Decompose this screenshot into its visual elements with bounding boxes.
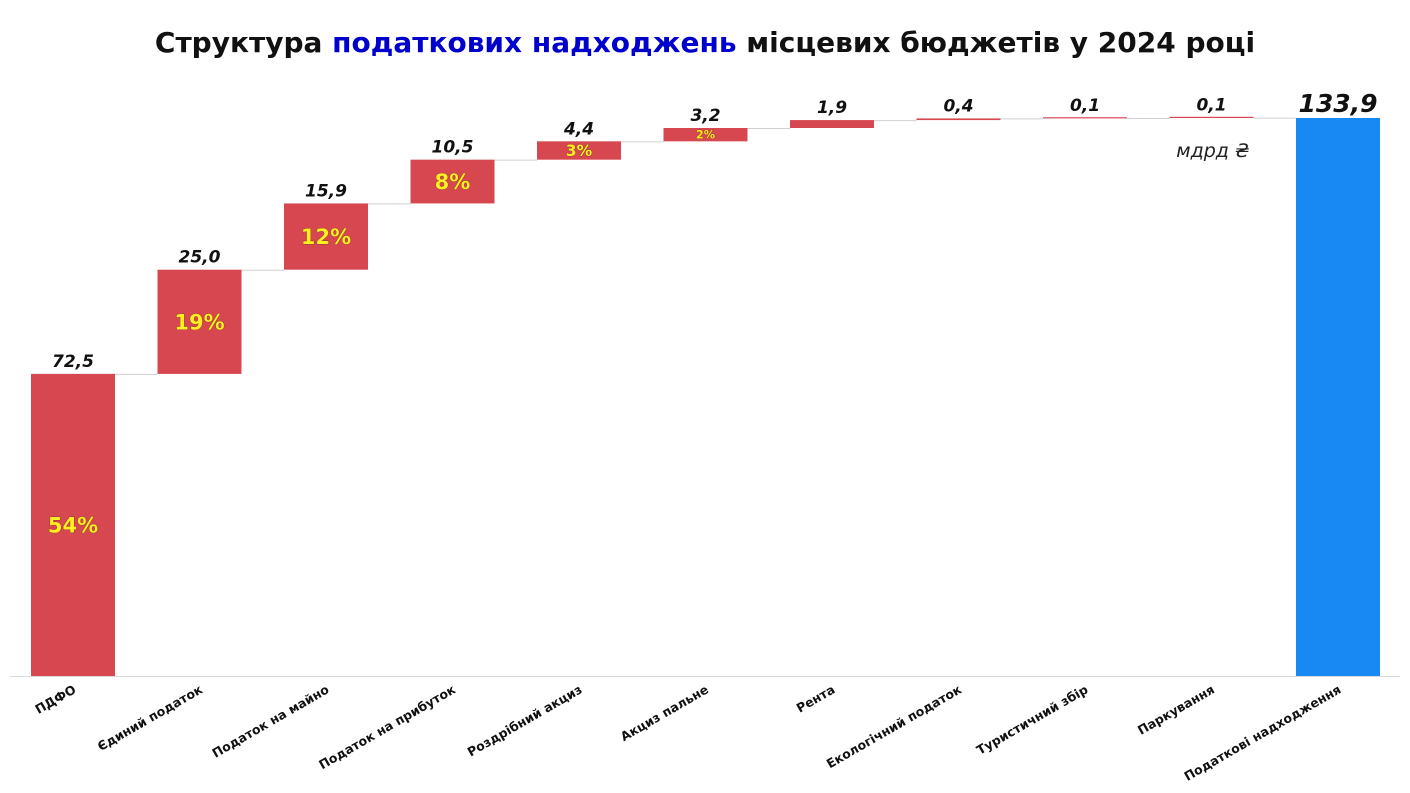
percent-label: 12% [301, 225, 351, 249]
percent-label: 8% [435, 170, 471, 194]
value-label: 0,1 [1196, 96, 1226, 116]
tick-label: ПДФО [32, 682, 78, 717]
value-label: 25,0 [179, 248, 221, 268]
value-label: 3,2 [690, 106, 720, 126]
value-label: 10,5 [432, 138, 474, 158]
tick-label: Туристичний збір [974, 682, 1091, 758]
tick-label: Податок на майно [209, 681, 331, 760]
unit-label: мдрд ₴ [1176, 140, 1249, 162]
tick-label: Екологічний податок [824, 681, 965, 771]
waterfall-bar [157, 269, 242, 374]
value-label: 133,9 [1298, 89, 1377, 118]
waterfall-bar [1043, 117, 1127, 119]
waterfall-bar [1169, 116, 1254, 118]
tick-label: Рента [794, 682, 838, 716]
waterfall-bar [916, 118, 1001, 121]
value-label: 72,5 [52, 352, 94, 372]
tick-label: Роздрібний акциз [465, 682, 585, 760]
tick-label: Паркування [1135, 682, 1217, 738]
value-label: 15,9 [305, 181, 347, 201]
title-part-1: Структура [154, 26, 333, 59]
waterfall-bar [537, 141, 621, 160]
total-bar [1296, 118, 1380, 676]
value-label: 0,4 [943, 96, 973, 116]
tick-label: Акциз пальне [618, 682, 711, 745]
percent-label: 54% [48, 513, 98, 537]
waterfall-bar [663, 128, 748, 142]
waterfall-bar [790, 120, 874, 129]
title-highlight: податкових надходжень [332, 26, 737, 59]
value-label: 0,1 [1070, 96, 1100, 116]
tick-label: Податок на прибуток [316, 681, 458, 772]
chart-title: Структура податкових надходжень місцевих… [0, 26, 1410, 59]
value-label: 4,4 [563, 119, 594, 139]
waterfall-bar [31, 373, 115, 676]
title-part-2: місцевих бюджетів у 2024 році [736, 26, 1256, 59]
waterfall-bar [284, 203, 368, 270]
percent-label: 3% [566, 142, 593, 160]
waterfall-bar [410, 159, 495, 204]
value-label: 1,9 [817, 98, 847, 118]
percent-label: 2% [696, 128, 715, 142]
tick-label: Єдиний податок [95, 681, 206, 754]
percent-label: 19% [174, 310, 224, 334]
